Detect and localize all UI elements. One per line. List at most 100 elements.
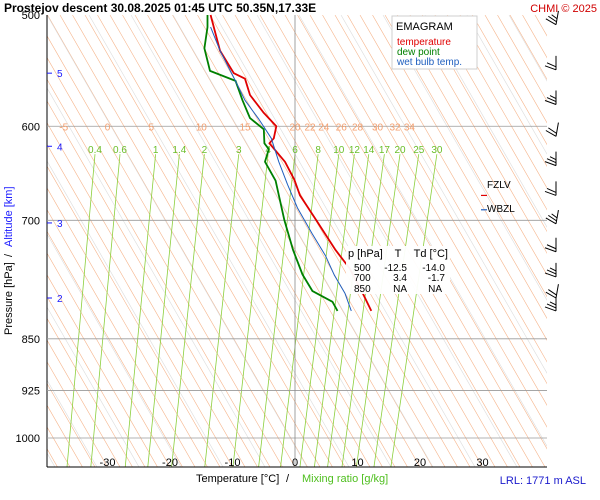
- mixing-ratio-label: 17: [379, 145, 391, 156]
- plot-frame: [46, 15, 547, 468]
- isotherm-label: 26: [336, 122, 348, 133]
- legend-dew-point: dew point: [397, 47, 440, 58]
- isotherm-label: 30: [372, 122, 384, 133]
- mixing-ratio-line: [280, 154, 319, 467]
- isotherm-line: [47, 361, 108, 467]
- table-row-p: 700: [354, 273, 371, 284]
- dry-adiabat-line: [424, 15, 547, 228]
- y-axis-label-altitude: Altitude [km]: [3, 186, 15, 247]
- dry-adiabat-line: [340, 15, 547, 374]
- mixing-ratio-label: 8: [315, 145, 321, 156]
- wind-barb: [545, 209, 559, 225]
- series-wet-bulb-temp-line: [210, 26, 352, 312]
- y-axis-separator: /: [3, 253, 15, 257]
- altitude-tick-labels: 5 4 3 2: [47, 69, 63, 305]
- isotherm-line: [172, 15, 433, 467]
- altitude-tick-label: 4: [57, 142, 63, 153]
- isotherm-line: [259, 15, 521, 467]
- series-dew-point-line: [203, 15, 339, 312]
- dry-adiabat-line: [214, 15, 476, 467]
- isotherm-line: [47, 143, 233, 467]
- mixing-ratio-line: [90, 154, 121, 467]
- dry-adiabat-line: [593, 15, 600, 467]
- isotherm-line: [309, 15, 547, 428]
- table-header-p: p [hPa]: [348, 248, 383, 260]
- isotherm-line: [484, 15, 547, 124]
- altitude-tick-label: 2: [57, 294, 63, 305]
- x-axis-label-mixing-ratio: Mixing ratio [g/kg]: [302, 473, 388, 485]
- dry-adiabat-line: [47, 15, 308, 467]
- isotherm-line: [409, 15, 547, 254]
- table-row-td: -14.0: [422, 263, 445, 274]
- isotherm-line: [459, 15, 547, 167]
- mixing-ratio-label: 2: [202, 145, 208, 156]
- isotherm-line: [284, 15, 546, 467]
- isotherm-line: [359, 15, 547, 341]
- mixing-ratio-line: [356, 154, 401, 467]
- mixing-ratio-labels: 0.4 0.6 1 1.4 2 3 4 6 8 10 12 14 17 20 25 30: [88, 145, 443, 156]
- isotherm-line: [47, 56, 283, 467]
- mixing-ratio-line: [171, 154, 205, 467]
- mixing-ratio-label: 20: [394, 145, 406, 156]
- values-table: p [hPa] T Td [°C] 500 -12.5 -14.0 700 3.…: [346, 246, 450, 295]
- isotherm-line: [384, 15, 547, 298]
- mixing-ratio-label: 12: [349, 145, 361, 156]
- wbzl-label: WBZL: [487, 204, 515, 215]
- lrl-label: LRL: 1771 m ASL: [500, 475, 586, 487]
- isotherm-line: [47, 187, 208, 467]
- isotherm-label: 28: [352, 122, 364, 133]
- dry-adiabat-lines: [47, 15, 600, 467]
- isotherm-line: [47, 15, 308, 467]
- mixing-ratio-line: [124, 154, 157, 467]
- pressure-tick-label: 700: [22, 215, 40, 227]
- isotherm-line: [247, 15, 508, 467]
- level-markers: [481, 194, 487, 211]
- isotherm-line: [548, 15, 600, 467]
- isotherm-line: [47, 274, 158, 467]
- mixing-ratio-label: 25: [413, 145, 425, 156]
- mixing-ratio-label: 0.4: [88, 145, 102, 156]
- wind-barb: [545, 122, 559, 137]
- isotherm-label: 10: [196, 122, 208, 133]
- isotherm-label: 32: [389, 122, 401, 133]
- temperature-tick-label: 30: [476, 457, 488, 469]
- legend-box: EMAGRAM temperature dew point wet bulb t…: [391, 15, 478, 70]
- isotherm-line: [47, 165, 221, 467]
- wind-barb: [544, 90, 557, 105]
- temperature-tick-label: -30: [100, 457, 116, 469]
- isotherm-line: [147, 15, 408, 467]
- isotherm-lines: [47, 15, 600, 467]
- dry-adiabat-line: [508, 15, 547, 82]
- mixing-ratio-line: [373, 154, 420, 467]
- temperature-tick-labels: -30 -20 -10 0 10 20 30: [100, 457, 489, 469]
- isotherm-line: [97, 15, 358, 467]
- dry-adiabat-line: [88, 15, 350, 467]
- wind-barb: [544, 262, 557, 278]
- table-row-t: -12.5: [384, 263, 407, 274]
- dry-adiabat-line: [47, 233, 182, 467]
- isotherm-line: [47, 35, 296, 467]
- wind-barb: [544, 55, 557, 71]
- table-header-t: T: [395, 248, 402, 260]
- isobar-lines: [47, 125, 547, 439]
- isotherm-label: 0: [105, 122, 111, 133]
- wind-barb: [545, 10, 559, 26]
- mixing-ratio-line: [232, 154, 269, 467]
- wind-barb: [544, 151, 557, 167]
- isotherm-line: [334, 15, 547, 385]
- isotherm-line: [72, 15, 333, 467]
- table-row-td: NA: [428, 284, 442, 295]
- mixing-ratio-line: [147, 154, 180, 467]
- dry-adiabat-line: [551, 15, 600, 467]
- isotherm-labels: -5 0 5 10 15 20 22 24 26 28 30 32 34: [59, 122, 415, 133]
- temperature-tick-label: 10: [351, 457, 363, 469]
- wind-barb: [544, 181, 557, 196]
- table-row-td: -1.7: [428, 273, 446, 284]
- mixing-ratio-line: [313, 154, 355, 467]
- table-row-t: 3.4: [393, 273, 407, 284]
- pressure-tick-label: 500: [22, 10, 40, 22]
- mixing-ratio-label: 6: [292, 145, 298, 156]
- isotherm-line: [372, 15, 547, 319]
- y-axis-label-pressure: Pressure [hPa]: [3, 262, 15, 335]
